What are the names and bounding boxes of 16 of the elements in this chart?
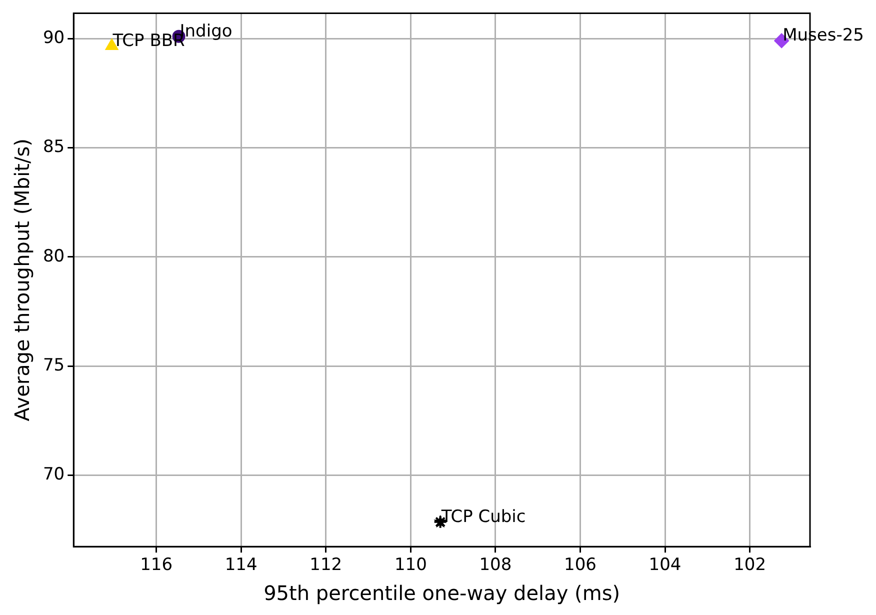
y-tick-label: 80 [42,246,65,266]
x-tick-label: 108 [479,555,512,576]
y-axis-title: Average throughput (Mbit/s) [10,138,34,422]
y-tick-label: 75 [42,355,65,376]
x-tick-label: 104 [648,555,682,576]
x-tick-label: 114 [224,555,258,576]
x-tick-label: 110 [394,555,427,576]
x-tick-label: 116 [140,555,173,576]
x-tick-label: 112 [310,555,342,576]
legend-label: TCP Cubic [440,506,526,527]
y-tick-label: 70 [42,464,65,485]
y-tick-label: 85 [42,137,65,158]
y-tick-label: 90 [42,28,65,48]
x-tick-label: 102 [734,555,766,576]
x-axis-title: 95th percentile one-way delay (ms) [264,581,620,606]
x-tick-label: 106 [564,555,596,576]
